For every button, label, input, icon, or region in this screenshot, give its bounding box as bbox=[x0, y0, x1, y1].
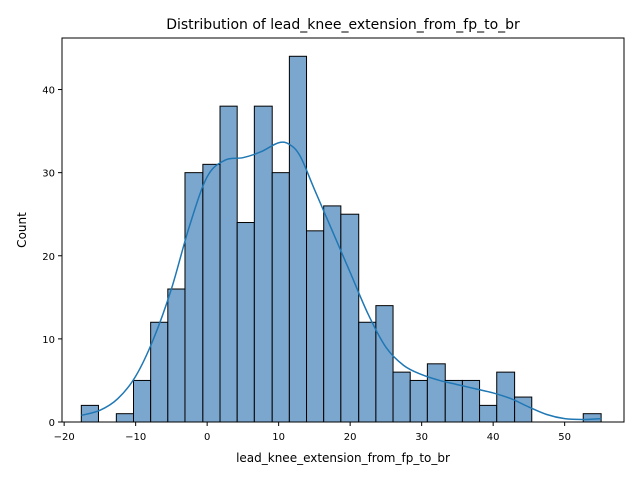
y-tick-label: 20 bbox=[42, 252, 55, 263]
kde-curve bbox=[81, 141, 602, 421]
x-tick-label: 20 bbox=[344, 432, 357, 443]
y-axis: 0 10 20 30 40 bbox=[42, 86, 62, 429]
x-tick-label: −10 bbox=[125, 432, 146, 443]
x-tick-label: 40 bbox=[487, 432, 500, 443]
y-tick-label: 10 bbox=[42, 335, 55, 346]
histogram-bar bbox=[202, 163, 221, 423]
chart-title: Distribution of lead_knee_extension_from… bbox=[166, 17, 520, 33]
y-tick-label: 40 bbox=[42, 86, 55, 97]
histogram-bar bbox=[444, 379, 463, 423]
histogram-bar bbox=[115, 413, 134, 423]
x-tick-label: −20 bbox=[54, 432, 75, 443]
histogram-bar bbox=[150, 321, 169, 423]
x-tick-label: 30 bbox=[415, 432, 428, 443]
plot-frame bbox=[61, 37, 625, 423]
x-tick-label: 10 bbox=[272, 432, 285, 443]
histogram-bar bbox=[426, 363, 446, 423]
histogram-bar bbox=[236, 222, 255, 423]
bars-group bbox=[80, 55, 602, 423]
x-tick-label: 50 bbox=[558, 432, 571, 443]
histogram-bar bbox=[271, 172, 290, 423]
y-tick-label: 0 bbox=[49, 418, 55, 429]
histogram-bar bbox=[409, 379, 428, 423]
y-tick-label: 30 bbox=[42, 169, 55, 180]
histogram-bar bbox=[306, 230, 325, 423]
y-axis-label: Count bbox=[15, 212, 29, 248]
histogram-bar bbox=[375, 305, 394, 423]
histogram-bar bbox=[582, 413, 602, 423]
x-axis-label: lead_knee_extension_from_fp_to_br bbox=[236, 451, 450, 465]
histogram-bar bbox=[219, 105, 238, 423]
histogram-bar bbox=[323, 205, 342, 423]
x-tick-label: 0 bbox=[204, 432, 210, 443]
histogram-bar bbox=[133, 379, 152, 423]
histogram-bar bbox=[340, 213, 360, 423]
histogram-bar bbox=[479, 404, 498, 423]
histogram-bar bbox=[167, 288, 186, 423]
x-axis: −20 −10 0 10 20 30 40 50 bbox=[54, 422, 571, 443]
histogram-bar bbox=[358, 321, 377, 423]
histogram-bar bbox=[392, 371, 411, 423]
histogram-bar bbox=[288, 55, 308, 423]
